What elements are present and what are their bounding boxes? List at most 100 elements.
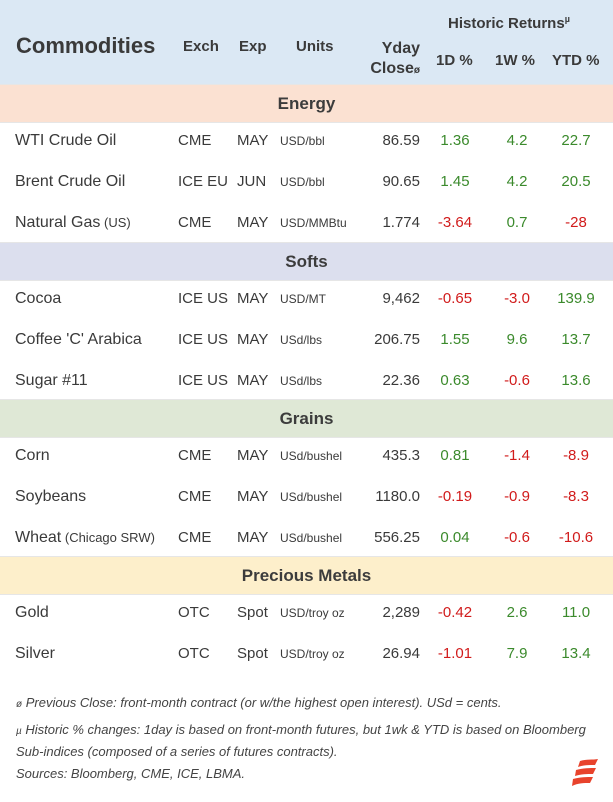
expiry-cell: Spot — [237, 604, 268, 621]
units-cell: USD/bbl — [280, 134, 325, 148]
return-1w-cell: -1.4 — [504, 447, 530, 464]
section-header-grains: Grains — [0, 399, 613, 438]
column-header-yday-close: Yday Closeø — [362, 39, 420, 81]
footnote-text: Historic % changes: 1day is based on fro… — [16, 722, 586, 759]
units-cell: USd/bushel — [280, 490, 343, 504]
column-header-1w: 1W % — [495, 52, 536, 69]
section-label: Precious Metals — [241, 566, 372, 585]
expiry-cell: MAY — [237, 529, 269, 546]
commodity-name: Brent Crude Oil — [15, 173, 126, 190]
yday-close-cell: 86.59 — [382, 132, 420, 149]
yday-close-cell: 206.75 — [374, 331, 420, 348]
exchange-cell: OTC — [178, 645, 210, 662]
return-1d-cell: 1.36 — [440, 132, 470, 149]
exchange-cell: CME — [178, 529, 212, 546]
commodity-name-cell: Silver — [15, 645, 55, 663]
yday-close-cell: 1.774 — [382, 214, 420, 231]
footnote-text: Previous Close: front-month contract (or… — [22, 695, 502, 710]
return-1d-cell: 1.55 — [440, 331, 470, 348]
commodity-name: Silver — [15, 645, 56, 662]
commodity-name: Wheat — [15, 529, 62, 546]
return-1d-cell: -0.19 — [437, 488, 473, 505]
commodity-name: Sugar #11 — [15, 372, 88, 389]
section-label: Softs — [285, 252, 328, 271]
flame-stripes-logo-icon — [572, 759, 598, 786]
return-ytd-cell: 139.9 — [557, 290, 595, 307]
page-title: Commodities — [16, 33, 156, 58]
return-1d-cell: -3.64 — [437, 214, 473, 231]
commodity-name-cell: Cocoa — [15, 290, 61, 308]
return-ytd-cell: 13.4 — [561, 645, 591, 662]
return-1w-cell: 4.2 — [506, 173, 528, 190]
return-1d-cell: 0.04 — [440, 529, 470, 546]
units-cell: USD/MMBtu — [280, 216, 347, 230]
commodity-name: Natural Gas — [15, 214, 101, 231]
commodity-name: WTI Crude Oil — [15, 132, 117, 149]
exchange-cell: OTC — [178, 604, 210, 621]
table-row: WTI Crude Oil CME MAY USD/bbl 86.59 1.36 4.2 22… — [0, 121, 613, 162]
commodity-name-cell: Coffee 'C' Arabica — [15, 331, 142, 349]
table-row: Brent Crude Oil ICE EU JUN USD/bbl 90.65 1.45… — [0, 162, 613, 203]
return-1w-cell: 2.6 — [506, 604, 528, 621]
return-ytd-cell: 11.0 — [561, 604, 591, 621]
commodity-name: Gold — [15, 604, 49, 621]
commodity-name: Cocoa — [15, 290, 62, 307]
table-row: Cocoa ICE US MAY USD/MT 9,462 -0.65 -3.0 139.9 — [0, 279, 613, 320]
column-header-1d: 1D % — [436, 52, 473, 69]
historic-footnote-marker: µ — [564, 14, 570, 24]
table-row: Wheat (Chicago SRW) CME MAY USd/bushel 556.2… — [0, 518, 613, 559]
expiry-cell: MAY — [237, 447, 269, 464]
return-1d-cell: 1.45 — [440, 173, 470, 190]
column-header-ytd: YTD % — [552, 52, 600, 69]
return-1w-cell: -3.0 — [504, 290, 530, 307]
return-1w-cell: 0.7 — [506, 214, 528, 231]
return-ytd-cell: 22.7 — [561, 132, 591, 149]
expiry-cell: MAY — [237, 214, 269, 231]
column-header-exch: Exch — [183, 38, 219, 55]
units-cell: USD/bbl — [280, 175, 325, 189]
table-row: Natural Gas (US) CME MAY USD/MMBtu 1.774 -3.6… — [0, 203, 613, 244]
exchange-cell: CME — [178, 488, 212, 505]
exchange-cell: ICE EU — [178, 173, 229, 190]
yday-close-cell: 556.25 — [374, 529, 420, 546]
expiry-cell: MAY — [237, 331, 269, 348]
return-1w-cell: 4.2 — [506, 132, 528, 149]
exchange-cell: ICE US — [178, 331, 229, 348]
table-row: Corn CME MAY USd/bushel 435.3 0.81 -1.4 -8.9 — [0, 436, 613, 477]
return-1w-cell: -0.6 — [504, 529, 530, 546]
return-1w-cell: 9.6 — [506, 331, 528, 348]
section-label: Energy — [277, 94, 336, 113]
expiry-cell: MAY — [237, 132, 269, 149]
commodity-name: Coffee 'C' Arabica — [15, 331, 142, 348]
commodity-name-cell: Gold — [15, 604, 49, 622]
return-1d-cell: -1.01 — [437, 645, 473, 662]
section-header-precious-metals: Precious Metals — [0, 556, 613, 595]
yday-label: Yday — [381, 40, 420, 57]
historic-returns-label: Historic Returns — [448, 15, 565, 32]
commodity-name-cell: Corn — [15, 447, 50, 465]
return-ytd-cell: 13.7 — [561, 331, 591, 348]
return-1d-cell: -0.65 — [437, 290, 473, 307]
return-1w-cell: -0.9 — [504, 488, 530, 505]
yday-close-cell: 26.94 — [382, 645, 420, 662]
commodity-name-cell: WTI Crude Oil — [15, 132, 116, 150]
return-1w-cell: -0.6 — [504, 372, 530, 389]
return-1w-cell: 7.9 — [506, 645, 528, 662]
table-header: Commodities Exch Exp Units Yday Closeø H… — [0, 0, 613, 84]
table-row: Gold OTC Spot USD/troy oz 2,289 -0.42 2.6 11.0 — [0, 593, 613, 634]
footnote-historic-changes: µ Historic % changes: 1day is based on f… — [16, 720, 601, 762]
return-ytd-cell: 13.6 — [561, 372, 591, 389]
units-cell: USD/troy oz — [280, 647, 345, 661]
close-label: Close — [370, 60, 414, 77]
return-ytd-cell: -8.9 — [563, 447, 589, 464]
return-1d-cell: 0.63 — [440, 372, 470, 389]
footnote-sources: Sources: Bloomberg, CME, ICE, LBMA. — [16, 766, 246, 781]
expiry-cell: MAY — [237, 290, 269, 307]
exchange-cell: ICE US — [178, 372, 229, 389]
section-label: Grains — [279, 409, 334, 428]
column-header-exp: Exp — [239, 38, 267, 55]
section-header-softs: Softs — [0, 242, 613, 281]
footnote-marker: µ — [16, 726, 22, 737]
units-cell: USd/bushel — [280, 531, 343, 545]
exchange-cell: CME — [178, 214, 212, 231]
